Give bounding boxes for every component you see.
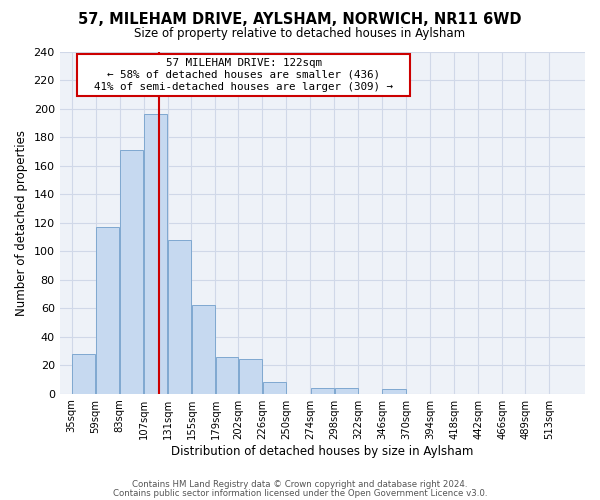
Bar — [96, 227, 119, 394]
Bar — [263, 382, 286, 394]
Bar — [335, 388, 358, 394]
Bar — [120, 150, 143, 394]
Bar — [215, 356, 238, 394]
Bar — [144, 114, 167, 394]
Bar — [239, 360, 262, 394]
Text: 57, MILEHAM DRIVE, AYLSHAM, NORWICH, NR11 6WD: 57, MILEHAM DRIVE, AYLSHAM, NORWICH, NR1… — [78, 12, 522, 28]
Text: Contains public sector information licensed under the Open Government Licence v3: Contains public sector information licen… — [113, 488, 487, 498]
Bar — [192, 306, 215, 394]
X-axis label: Distribution of detached houses by size in Aylsham: Distribution of detached houses by size … — [171, 444, 473, 458]
Text: 57 MILEHAM DRIVE: 122sqm  
  ← 58% of detached houses are smaller (436)  
  41% : 57 MILEHAM DRIVE: 122sqm ← 58% of detach… — [81, 58, 406, 92]
Bar — [168, 240, 191, 394]
Y-axis label: Number of detached properties: Number of detached properties — [15, 130, 28, 316]
Text: Size of property relative to detached houses in Aylsham: Size of property relative to detached ho… — [134, 28, 466, 40]
Bar — [72, 354, 95, 394]
Bar — [382, 390, 406, 394]
Text: Contains HM Land Registry data © Crown copyright and database right 2024.: Contains HM Land Registry data © Crown c… — [132, 480, 468, 489]
Bar — [311, 388, 334, 394]
